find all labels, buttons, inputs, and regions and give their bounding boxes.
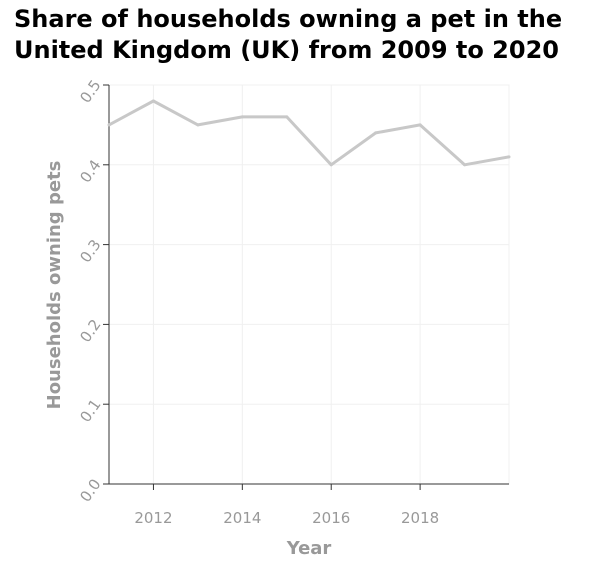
data-point [196, 123, 200, 127]
data-point [285, 115, 289, 119]
y-tick-label: 0.1 [76, 396, 104, 426]
x-axis-title: Year [286, 538, 332, 559]
y-tick-label: 0.4 [76, 156, 104, 186]
y-tick-label: 0.2 [76, 316, 104, 346]
x-tick-label: 2018 [401, 509, 439, 527]
data-point [374, 131, 378, 135]
x-tick-label: 2016 [312, 509, 350, 527]
data-point [151, 99, 155, 103]
y-tick-label: 0.0 [76, 476, 104, 506]
x-tick-label: 2014 [223, 509, 261, 527]
chart-title: Share of households owning a pet in the … [14, 5, 563, 64]
y-tick-label: 0.5 [76, 77, 104, 107]
series-line [108, 99, 510, 167]
axes [108, 84, 510, 485]
grid [109, 84, 509, 485]
data-point [463, 163, 467, 167]
data-point [418, 123, 422, 127]
data-point [507, 155, 511, 159]
series-layer [107, 99, 511, 167]
plot-frame [108, 84, 510, 485]
data-point [107, 123, 111, 127]
y-tick-label: 0.3 [76, 236, 104, 266]
y-axis-ticks: 0.0 0.1 0.2 0.3 0.4 0.5 [76, 77, 109, 506]
x-axis-ticks: 2012 2014 2016 2018 [134, 484, 439, 527]
data-point [240, 115, 244, 119]
data-point [329, 163, 333, 167]
y-axis-title: Households owning pets [44, 161, 65, 410]
x-tick-label: 2012 [134, 509, 172, 527]
